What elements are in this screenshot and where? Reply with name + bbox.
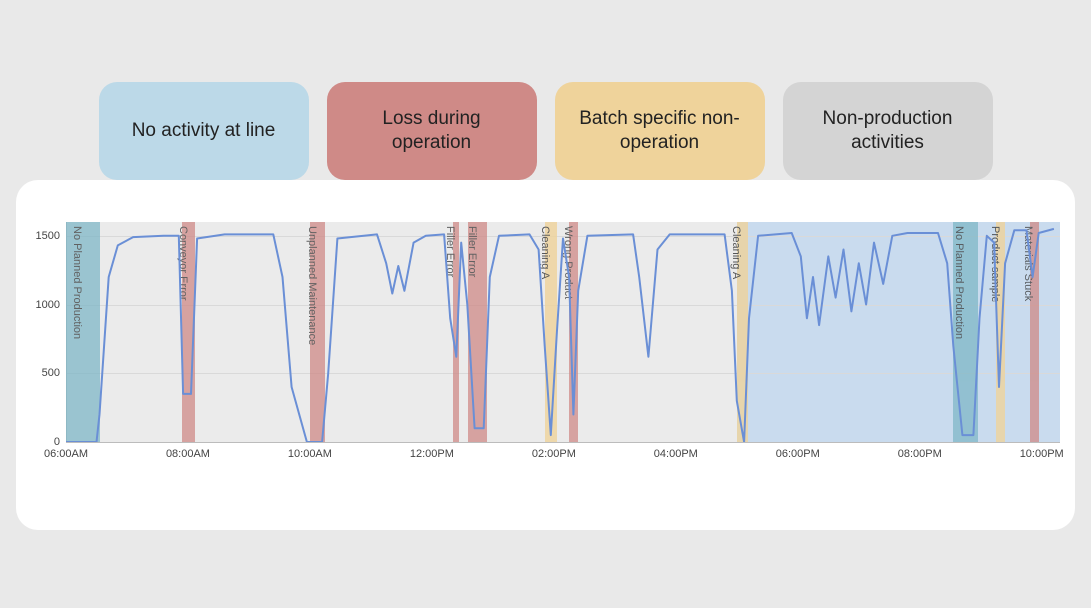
legend-label: Batch specific non-operation: [571, 107, 749, 155]
legend-label: Non-production activities: [799, 107, 977, 155]
x-tick-label: 10:00AM: [288, 448, 332, 460]
x-tick-label: 12:00PM: [410, 448, 454, 460]
x-tick-label: 06:00PM: [776, 448, 820, 460]
x-tick-label: 10:00PM: [1020, 448, 1064, 460]
plot-area: No Planned ProductionConveyor ErrorUnpla…: [66, 222, 1060, 442]
series-line: [66, 222, 1060, 442]
legend-card-no-activity: No activity at line: [99, 82, 309, 180]
legend-label: No activity at line: [132, 119, 276, 143]
chart-panel: 0 500 1000 1500 No Planned ProductionConvey…: [16, 180, 1075, 530]
x-tick-label: 06:00AM: [44, 448, 88, 460]
x-tick-label: 08:00AM: [166, 448, 210, 460]
x-tick-label: 08:00PM: [898, 448, 942, 460]
y-axis: 050010001500: [16, 222, 66, 442]
y-tick-label: 0: [54, 436, 60, 448]
legend-card-batch-specific: Batch specific non-operation: [555, 82, 765, 180]
legend-label: Loss during operation: [343, 107, 521, 155]
y-tick-label: 1000: [36, 299, 60, 311]
legend-card-non-production: Non-production activities: [783, 82, 993, 180]
x-axis: 06:00AM08:00AM10:00AM12:00PM02:00PM04:00…: [66, 442, 1060, 472]
x-tick-label: 04:00PM: [654, 448, 698, 460]
legend-row: No activity at line Loss during operatio…: [0, 82, 1091, 180]
y-tick-label: 500: [42, 367, 60, 379]
legend-card-loss: Loss during operation: [327, 82, 537, 180]
x-tick-label: 02:00PM: [532, 448, 576, 460]
y-tick-label: 1500: [36, 230, 60, 242]
